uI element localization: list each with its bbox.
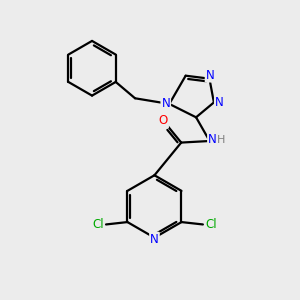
Text: N: N [206,69,214,82]
Text: N: N [215,96,224,109]
Text: N: N [208,133,217,146]
Text: N: N [161,98,170,110]
Text: H: H [217,135,226,145]
Text: O: O [159,114,168,128]
Text: Cl: Cl [92,218,103,231]
Text: N: N [150,233,159,246]
Text: Cl: Cl [206,218,217,231]
